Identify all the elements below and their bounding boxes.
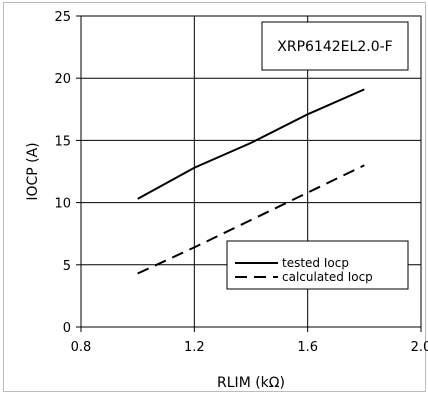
y-tick-label: 25	[54, 10, 71, 25]
annotation-box: XRP6142EL2.0-F	[261, 21, 409, 71]
y-tick-label: 0	[63, 321, 71, 336]
series-line-tested	[137, 88, 365, 200]
plot-area	[80, 15, 422, 328]
x-tick-label: 1.6	[297, 340, 318, 355]
y-axis-title: IOCP (A)	[25, 142, 41, 200]
y-tick-label: 15	[54, 134, 71, 149]
x-axis-title: RLIM (kΩ)	[217, 375, 285, 391]
y-tick-label: 20	[54, 72, 71, 87]
legend-label-tested: tested Iocp	[282, 256, 349, 270]
series-layer	[137, 88, 365, 275]
chart-frame	[3, 2, 426, 392]
x-tick-label: 0.8	[71, 340, 92, 355]
annotation-label: XRP6142EL2.0-F	[277, 39, 392, 55]
legend: tested Iocp calculated Iocp	[226, 240, 409, 290]
y-tick-label: 10	[54, 197, 71, 212]
ticks: 0.8 1.2 1.6 2.0 0 5 10 15 20 25	[54, 10, 428, 355]
x-tick-label: 2.0	[411, 340, 428, 355]
series-line-calculated	[137, 164, 365, 275]
legend-label-calculated: calculated Iocp	[282, 270, 373, 284]
y-tick-label: 5	[63, 259, 71, 274]
x-tick-label: 1.2	[184, 340, 205, 355]
